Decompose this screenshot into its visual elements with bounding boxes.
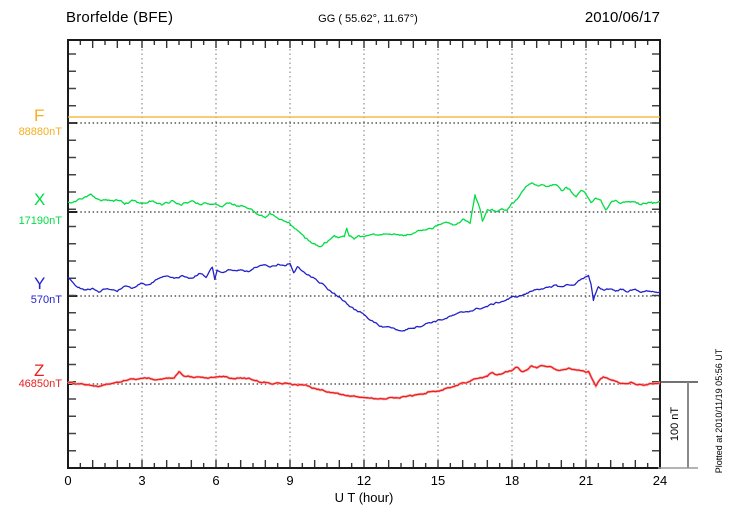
- channel-baseline-value-Y: 570nT: [30, 294, 62, 306]
- channel-letter-Y: Y: [34, 274, 46, 293]
- x-tick-label-6: 6: [212, 473, 220, 488]
- plot-frame: [67, 39, 661, 469]
- channel-letter-X: X: [34, 190, 46, 209]
- coordinates-label: GG ( 55.62°, 11.67°): [318, 13, 418, 25]
- channel-letter-F: F: [34, 106, 45, 125]
- channel-baseline-value-F: 88880nT: [18, 126, 62, 138]
- channel-baseline-value-X: 17190nT: [18, 215, 62, 227]
- trace-Z: [67, 364, 661, 400]
- x-axis-title: U T (hour): [334, 490, 394, 505]
- x-tick-label-3: 3: [138, 473, 146, 488]
- trace-Y: [67, 262, 661, 332]
- station-title: Brorfelde (BFE): [66, 9, 174, 26]
- channel-letter-Z: Z: [34, 361, 45, 380]
- scale-bar-label: 100 nT: [669, 406, 681, 442]
- x-tick-label-9: 9: [286, 473, 294, 488]
- plotted-at-label: Plotted at 2010/11/19 05:56 UT: [714, 348, 724, 474]
- date-label: 2010/06/17: [584, 9, 660, 26]
- x-tick-label-21: 21: [578, 473, 594, 488]
- x-tick-label-12: 12: [356, 473, 372, 488]
- x-tick-label-15: 15: [430, 473, 446, 488]
- channel-baseline-value-Z: 46850nT: [18, 378, 62, 390]
- x-tick-label-0: 0: [64, 473, 72, 488]
- x-tick-label-24: 24: [652, 473, 668, 488]
- trace-X: [67, 182, 661, 248]
- x-tick-label-18: 18: [504, 473, 520, 488]
